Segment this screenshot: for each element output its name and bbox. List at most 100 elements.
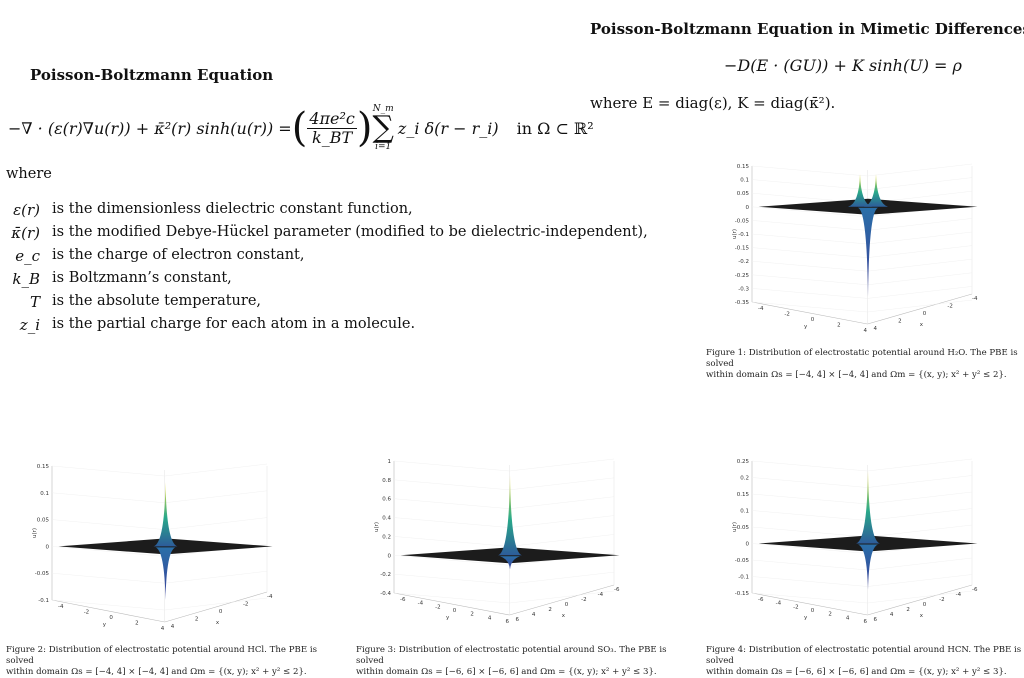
z-tick-label: -0.1	[38, 598, 49, 604]
grid-line	[51, 519, 165, 530]
y-axis-line	[751, 301, 868, 325]
x-tick-label: 6	[516, 617, 520, 623]
surface-plane	[58, 538, 273, 555]
caption-line: within domain Ωs = [−4, 4] × [−4, 4] and…	[6, 667, 307, 677]
grid-line	[509, 515, 615, 528]
where-label: where	[6, 166, 52, 182]
y-tick-label: 2	[828, 612, 832, 618]
grid-line	[751, 559, 868, 571]
definition-text: is the absolute temperature,	[52, 293, 262, 309]
grid-line	[51, 573, 165, 584]
sigma-symbol: ∑	[372, 110, 394, 145]
surface-trough	[858, 544, 878, 590]
z-axis-label: u(r)	[732, 522, 738, 532]
grid-line	[867, 245, 973, 258]
figure-2-plot: 0.15 0.1 0.05 0 -0.05 -0.1 u(r) -4 -2 0 2 4 y 4 2 0 -2 -4…	[30, 460, 275, 630]
x-tick-label: 4	[532, 612, 536, 618]
grid-line	[867, 491, 973, 505]
z-tick-label: 0.1	[740, 178, 749, 184]
z-tick-label: 0.1	[40, 491, 49, 497]
x-tick-label: -2	[947, 304, 952, 310]
grid-line	[751, 576, 868, 587]
z-tick-label: 0.4	[382, 516, 391, 522]
caption-line: Figure 2: Distribution of electrostatic …	[6, 645, 317, 666]
y-tick-label: -4	[58, 604, 64, 610]
right-paren: )	[356, 105, 373, 151]
surface-trough	[500, 556, 520, 570]
x-axis-label: x	[920, 613, 924, 619]
x-axis-line	[164, 591, 268, 623]
grid-line	[164, 490, 268, 503]
surface-plot-svg: 1 0.8 0.6 0.4 0.2 0 -0.2 -0.4 u(r) -6 -4 -2 0 2 4 6 y 6 4 2…	[374, 458, 620, 623]
z-tick-label: 0.1	[740, 509, 749, 515]
grid-line	[509, 477, 615, 491]
z-tick-label: 0.05	[737, 525, 750, 531]
grid-line	[751, 165, 868, 177]
z-tick-label: 1	[388, 459, 392, 465]
x-tick-label: -2	[939, 597, 944, 603]
z-tick-label: 0.25	[737, 459, 750, 465]
definition-text: is the charge of electron constant,	[52, 247, 305, 263]
pbe-fraction: 4πe²c k_BT	[307, 109, 357, 147]
y-tick-label: 4	[864, 328, 868, 332]
y-axis-line	[51, 599, 165, 623]
grid-line	[393, 479, 510, 491]
y-axis-label: y	[804, 615, 808, 621]
grid-line	[751, 206, 868, 217]
x-tick-label: -6	[972, 587, 978, 593]
figure-2-caption: Figure 2: Distribution of electrostatic …	[6, 645, 326, 678]
left-paren: (	[291, 105, 308, 151]
y-tick-label: 0	[811, 317, 815, 323]
x-axis-label: x	[562, 613, 566, 619]
grid-line	[751, 301, 868, 313]
z-tick-label: -0.1	[738, 575, 749, 581]
grid-line	[867, 231, 973, 245]
y-tick-label: -2	[793, 604, 798, 610]
grid-line	[164, 571, 268, 584]
x-tick-label: -4	[267, 594, 273, 600]
grid-line	[867, 259, 973, 272]
surface-peak	[498, 475, 522, 556]
surface-plot-svg: 0.25 0.2 0.15 0.1 0.05 0 -0.05 -0.1 -0.15 u(r) -6 -…	[732, 458, 978, 623]
z-axis-label: u(r)	[32, 528, 38, 538]
x-axis-line	[509, 584, 615, 616]
grid-line	[867, 163, 973, 177]
pbe-rhs: z_i δ(r − r_i)	[397, 118, 499, 138]
grid-line	[867, 299, 973, 313]
z-tick-label: -0.05	[735, 558, 750, 564]
z-tick-label: -0.05	[735, 218, 750, 224]
x-tick-label: -2	[243, 602, 248, 608]
y-tick-label: 2	[135, 621, 139, 627]
grid-line	[751, 460, 868, 472]
x-tick-label: 2	[195, 617, 199, 623]
x-tick-label: -4	[956, 592, 962, 598]
y-tick-label: -2	[435, 604, 440, 610]
z-tick-label: -0.2	[738, 259, 749, 265]
grid-line	[867, 272, 973, 285]
z-tick-label: -0.1	[738, 232, 749, 238]
definition-text: is Boltzmann’s constant,	[52, 270, 232, 286]
x-axis-line	[867, 293, 973, 325]
x-tick-label: -2	[581, 597, 586, 603]
y-axis-label: y	[103, 622, 107, 628]
grid-line	[393, 498, 510, 509]
x-tick-label: 0	[923, 602, 927, 608]
z-tick-label: 0	[746, 205, 750, 211]
x-axis-line	[867, 584, 973, 616]
definition-symbol: z_i	[19, 316, 40, 334]
grid-line	[751, 592, 868, 604]
grid-line	[867, 218, 973, 231]
y-axis-label: y	[446, 615, 450, 621]
x-tick-label: 0	[219, 609, 223, 615]
grid-line	[393, 555, 510, 566]
z-tick-label: 0.2	[740, 476, 749, 482]
grid-line	[867, 524, 973, 538]
grid-line	[509, 534, 615, 547]
x-tick-label: 2	[906, 607, 910, 613]
z-tick-label: -0.3	[738, 286, 749, 292]
y-tick-label: 0	[109, 615, 113, 621]
grid-line	[509, 590, 615, 604]
x-tick-label: -4	[972, 296, 978, 302]
grid-line	[509, 571, 615, 585]
grid-line	[393, 517, 510, 528]
